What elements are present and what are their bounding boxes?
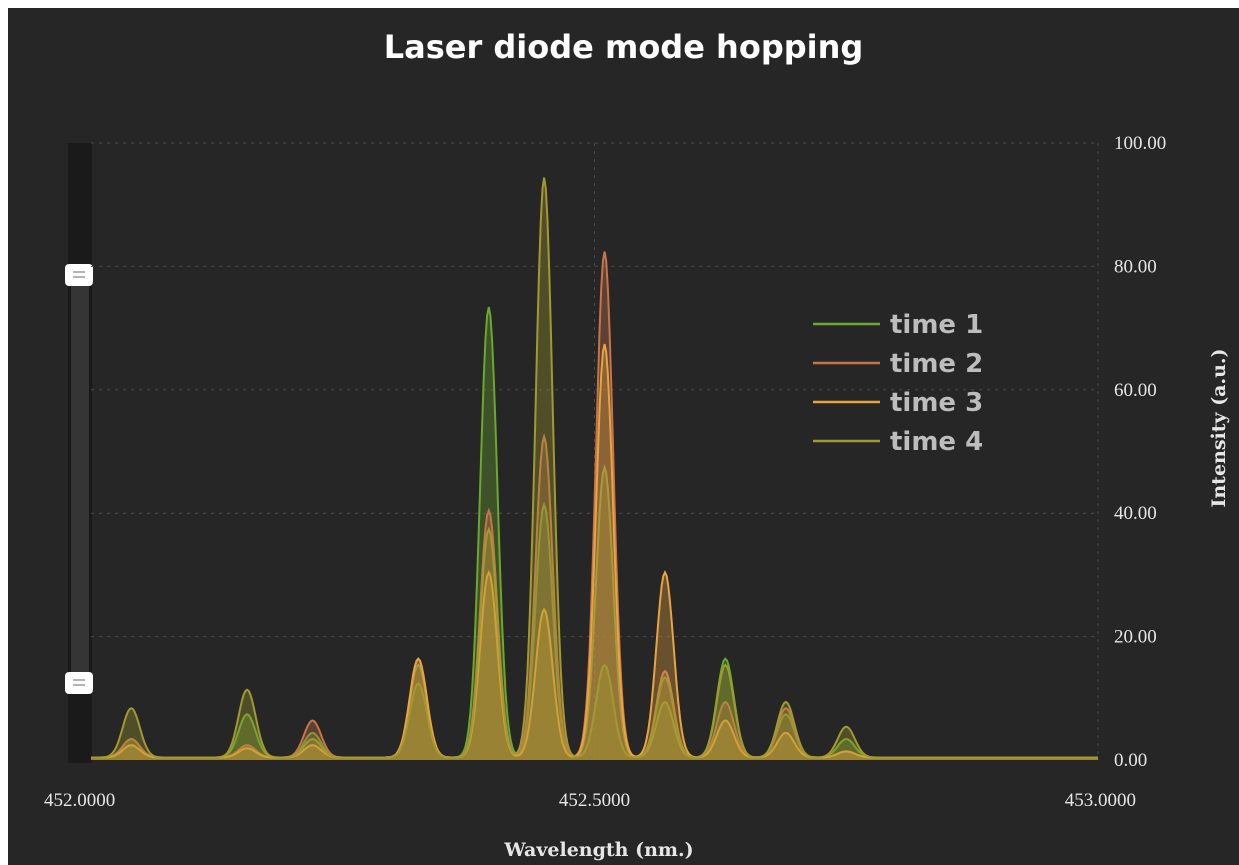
x-axis-title: Wavelength (nm.) (503, 839, 693, 861)
legend-label-1: time 1 (890, 310, 983, 340)
x-tick-label: 452.5000 (559, 790, 630, 811)
chart-svg: 0.00 20.00 40.00 60.00 80.00 100.00 452.0000 45… (44, 133, 1230, 861)
slider-handle-upper[interactable] (65, 264, 93, 286)
series-line-4 (91, 177, 1098, 759)
series-area-1 (91, 307, 1098, 760)
legend-label-3: time 3 (890, 388, 983, 418)
legend-label-2: time 2 (890, 349, 983, 379)
plot-area (91, 177, 1098, 761)
slider-handle-lower[interactable] (65, 672, 93, 694)
range-slider[interactable] (65, 143, 93, 763)
legend: time 1 time 2 time 3 time 4 (813, 310, 983, 457)
y-tick-label: 100.00 (1114, 133, 1166, 154)
chart-panel: Laser diode mode hopping 0.00 20.00 40.00 6… (8, 8, 1239, 865)
y-axis-title: Intensity (a.u.) (1208, 348, 1230, 507)
legend-label-4: time 4 (890, 427, 983, 457)
y-tick-label: 40.00 (1114, 503, 1157, 524)
x-tick-label: 453.0000 (1065, 790, 1136, 811)
x-tick-label: 452.0000 (44, 790, 115, 811)
y-tick-label: 0.00 (1114, 750, 1147, 771)
chart-title: Laser diode mode hopping (383, 28, 864, 66)
axes: 0.00 20.00 40.00 60.00 80.00 100.00 452.0000 45… (44, 133, 1166, 811)
y-tick-label: 20.00 (1114, 627, 1157, 648)
slider-range (71, 275, 89, 683)
y-tick-label: 60.00 (1114, 380, 1157, 401)
grid (91, 142, 1099, 760)
y-tick-label: 80.00 (1114, 256, 1157, 277)
